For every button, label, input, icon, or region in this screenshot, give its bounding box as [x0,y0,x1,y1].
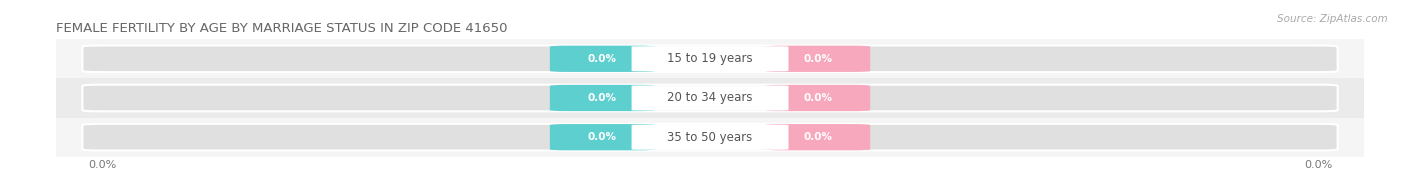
FancyBboxPatch shape [631,46,789,71]
Text: 0.0%: 0.0% [588,132,617,142]
Bar [56,39,1364,78]
Text: 0.0%: 0.0% [588,93,617,103]
Text: 20 to 34 years: 20 to 34 years [668,92,752,104]
FancyBboxPatch shape [631,85,789,111]
FancyBboxPatch shape [766,46,870,72]
FancyBboxPatch shape [550,46,654,72]
FancyBboxPatch shape [83,45,1337,72]
FancyBboxPatch shape [631,125,789,150]
FancyBboxPatch shape [766,85,870,111]
Text: Source: ZipAtlas.com: Source: ZipAtlas.com [1277,14,1388,24]
Text: 15 to 19 years: 15 to 19 years [668,52,752,65]
Text: 0.0%: 0.0% [803,93,832,103]
Text: 0.0%: 0.0% [803,54,832,64]
Bar [56,118,1364,157]
Text: 0.0%: 0.0% [803,132,832,142]
FancyBboxPatch shape [83,85,1337,111]
FancyBboxPatch shape [550,85,654,111]
Text: 35 to 50 years: 35 to 50 years [668,131,752,144]
FancyBboxPatch shape [766,124,870,150]
FancyBboxPatch shape [550,124,654,150]
Text: 0.0%: 0.0% [588,54,617,64]
FancyBboxPatch shape [83,124,1337,151]
Bar [56,78,1364,118]
Text: FEMALE FERTILITY BY AGE BY MARRIAGE STATUS IN ZIP CODE 41650: FEMALE FERTILITY BY AGE BY MARRIAGE STAT… [56,22,508,35]
